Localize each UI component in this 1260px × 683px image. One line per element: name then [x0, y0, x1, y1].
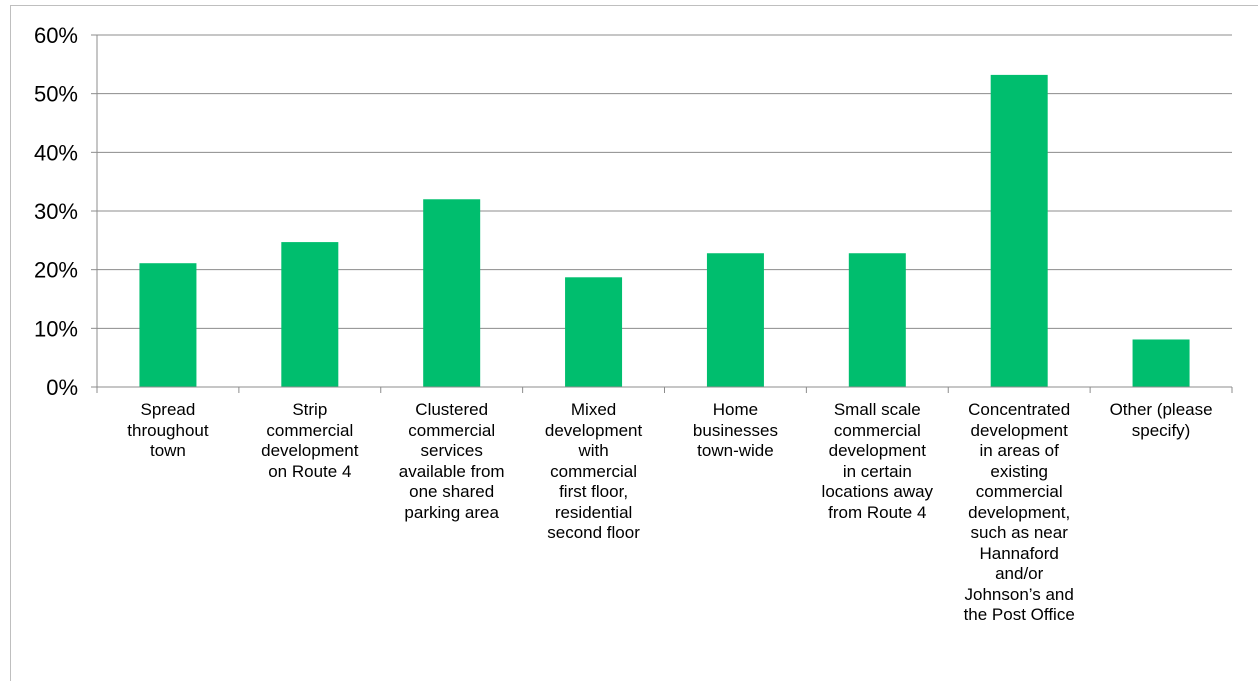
y-tick-label: 0% [46, 375, 78, 400]
bar [1132, 339, 1190, 387]
y-tick-label: 50% [34, 82, 78, 107]
x-category-label: Spread throughout town [127, 400, 209, 460]
bar [423, 199, 481, 387]
bar [706, 253, 764, 387]
x-category-label: Home businesses town-wide [692, 400, 778, 460]
x-category-label: Clustered commercial services available … [398, 400, 505, 522]
y-tick-label: 20% [34, 258, 78, 283]
bar [848, 253, 906, 387]
y-tick-label: 60% [34, 23, 78, 48]
bar [565, 277, 623, 387]
y-tick-label: 30% [34, 199, 78, 224]
x-category-label: Mixed development with commercial first … [544, 400, 643, 542]
chart-frame [10, 5, 1258, 681]
bar [281, 242, 339, 387]
bar [139, 263, 197, 387]
y-tick-label: 40% [34, 140, 78, 165]
x-category-label: Concentrated development in areas of exi… [963, 400, 1075, 624]
y-tick-label: 10% [34, 316, 78, 341]
x-category-label: Small scale commercial development in ce… [821, 400, 934, 522]
bar [990, 74, 1048, 387]
x-category-label: Strip commercial development on Route 4 [261, 400, 359, 481]
x-category-label: Other (please specify) [1109, 400, 1213, 440]
